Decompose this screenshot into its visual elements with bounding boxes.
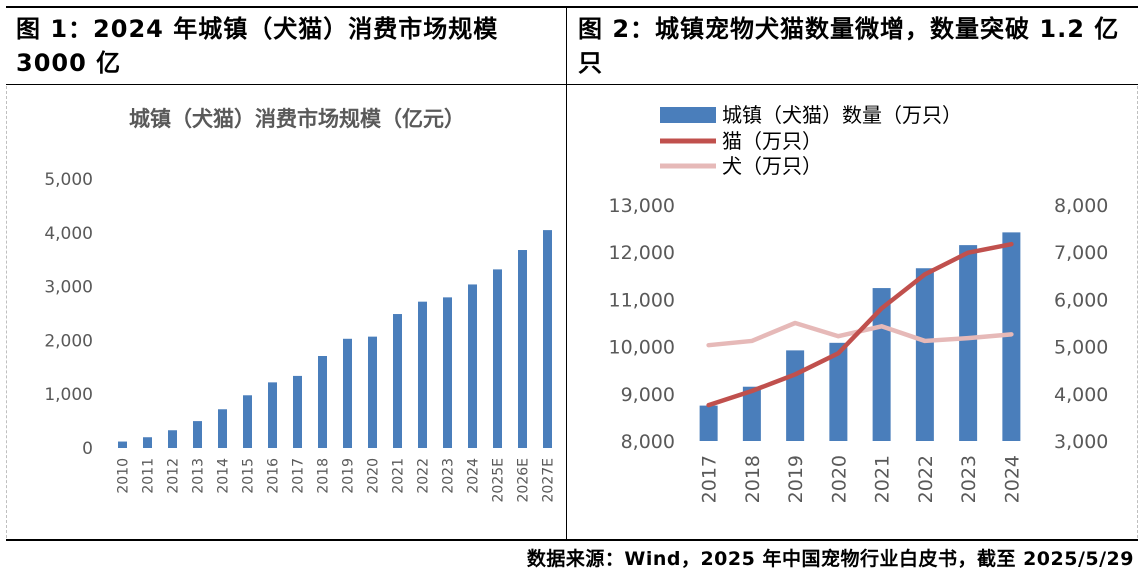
y-tick-label: 3,000 bbox=[44, 278, 93, 298]
bar-2017 bbox=[699, 405, 718, 441]
y-left-tick-label: 9,000 bbox=[621, 384, 675, 406]
bar-2023 bbox=[959, 245, 978, 441]
bar-2024 bbox=[468, 284, 477, 448]
x-tick-label: 2015 bbox=[241, 458, 257, 494]
y-tick-label: 0 bbox=[82, 439, 93, 459]
bar-2013 bbox=[193, 421, 202, 448]
figure-1-title: 图 1：2024 年城镇（犬猫）消费市场规模 3000 亿 bbox=[16, 15, 508, 77]
bar-2027E bbox=[543, 230, 552, 448]
x-tick-label: 2018 bbox=[316, 458, 332, 494]
y-tick-label: 1,000 bbox=[44, 385, 93, 405]
y-right-tick-label: 4,000 bbox=[1054, 384, 1108, 406]
bar-2019 bbox=[786, 350, 805, 441]
bar-2021 bbox=[393, 314, 402, 448]
bar-2017 bbox=[293, 375, 302, 448]
x-tick-label: 2013 bbox=[191, 458, 207, 494]
x-tick-label: 2016 bbox=[266, 458, 282, 494]
bar-2014 bbox=[218, 409, 227, 448]
x-tick-label: 2019 bbox=[341, 458, 357, 494]
y-left-tick-label: 13,000 bbox=[609, 195, 675, 217]
bar-2011 bbox=[143, 437, 152, 448]
y-tick-label: 4,000 bbox=[44, 224, 93, 244]
y-right-tick-label: 5,000 bbox=[1054, 337, 1108, 359]
bar-2015 bbox=[243, 395, 252, 448]
bar-2016 bbox=[268, 382, 277, 448]
bottom-rule bbox=[6, 539, 1138, 541]
x-tick-label: 2017 bbox=[699, 455, 721, 503]
title-rule bbox=[6, 84, 1138, 85]
bar-2023 bbox=[443, 297, 452, 448]
y-left-tick-label: 8,000 bbox=[621, 431, 675, 453]
x-tick-label: 2021 bbox=[391, 458, 407, 494]
x-tick-label: 2021 bbox=[872, 455, 894, 503]
bar-2020 bbox=[368, 336, 377, 448]
x-tick-label: 2024 bbox=[1001, 455, 1023, 503]
legend-label-2: 犬（万只） bbox=[722, 154, 822, 178]
x-tick-label: 2027E bbox=[541, 458, 557, 502]
bar-2025E bbox=[493, 269, 502, 448]
y-right-tick-label: 7,000 bbox=[1054, 242, 1108, 264]
bar-2012 bbox=[168, 430, 177, 448]
bar-2018 bbox=[742, 386, 761, 441]
figure-2-title: 图 2：城镇宠物犬猫数量微增，数量突破 1.2 亿只 bbox=[578, 15, 1120, 77]
y-right-tick-label: 3,000 bbox=[1054, 431, 1108, 453]
x-tick-label: 2014 bbox=[216, 458, 232, 494]
x-tick-label: 2018 bbox=[742, 455, 764, 503]
left-dashed-border bbox=[6, 86, 7, 538]
chart-title: 城镇（犬猫）消费市场规模（亿元） bbox=[129, 107, 465, 131]
x-tick-label: 2024 bbox=[466, 458, 482, 494]
y-tick-label: 5,000 bbox=[44, 170, 93, 190]
x-tick-label: 2012 bbox=[166, 458, 182, 494]
bar-2010 bbox=[118, 441, 127, 448]
legend-swatch-0 bbox=[660, 107, 716, 123]
data-source-note: 数据来源：Wind，2025 年中国宠物行业白皮书，截至 2025/5/29 bbox=[526, 548, 1134, 570]
bar-2024 bbox=[1002, 232, 1021, 441]
y-tick-label: 2,000 bbox=[44, 331, 93, 351]
cat-series-line bbox=[706, 241, 1014, 408]
y-right-tick-label: 6,000 bbox=[1054, 289, 1108, 311]
x-tick-label: 2020 bbox=[828, 455, 850, 503]
x-tick-label: 2025E bbox=[491, 458, 507, 502]
panel-divider bbox=[566, 6, 567, 541]
bar-2018 bbox=[318, 356, 327, 448]
pet-count-combo-chart: 城镇（犬猫）数量（万只）猫（万只）犬（万只） 8,000 9,000 10,000 11… bbox=[609, 103, 1109, 503]
y-left-tick-label: 12,000 bbox=[609, 242, 675, 264]
y-right-tick-label: 8,000 bbox=[1054, 195, 1108, 217]
bar-2022 bbox=[915, 268, 934, 441]
market-size-bar-chart: 城镇（犬猫）消费市场规模（亿元） 0 1,000 2,000 3,000 4,000 5,0… bbox=[44, 107, 557, 502]
bar-2020 bbox=[829, 342, 848, 441]
top-rule bbox=[6, 6, 1138, 8]
y-left-tick-label: 10,000 bbox=[609, 337, 675, 359]
y-left-tick-label: 11,000 bbox=[609, 289, 675, 311]
x-tick-label: 2019 bbox=[785, 455, 807, 503]
x-tick-label: 2023 bbox=[958, 455, 980, 503]
bar-2019 bbox=[343, 338, 352, 448]
report-figure-frame: 图 1：2024 年城镇（犬猫）消费市场规模 3000 亿 图 2：城镇宠物犬猫… bbox=[6, 6, 1138, 542]
x-tick-label: 2022 bbox=[915, 455, 937, 503]
bar-2022 bbox=[418, 301, 427, 448]
x-tick-label: 2023 bbox=[441, 458, 457, 494]
bar-2026E bbox=[518, 250, 527, 448]
legend-label-1: 猫（万只） bbox=[722, 129, 822, 153]
x-tick-label: 2011 bbox=[141, 458, 157, 494]
x-tick-label: 2026E bbox=[516, 458, 532, 502]
legend-label-0: 城镇（犬猫）数量（万只） bbox=[722, 103, 962, 127]
right-dashed-border bbox=[1137, 86, 1138, 538]
x-tick-label: 2010 bbox=[116, 458, 132, 494]
x-tick-label: 2020 bbox=[366, 458, 382, 494]
x-tick-label: 2022 bbox=[416, 458, 432, 494]
x-tick-label: 2017 bbox=[291, 458, 307, 494]
